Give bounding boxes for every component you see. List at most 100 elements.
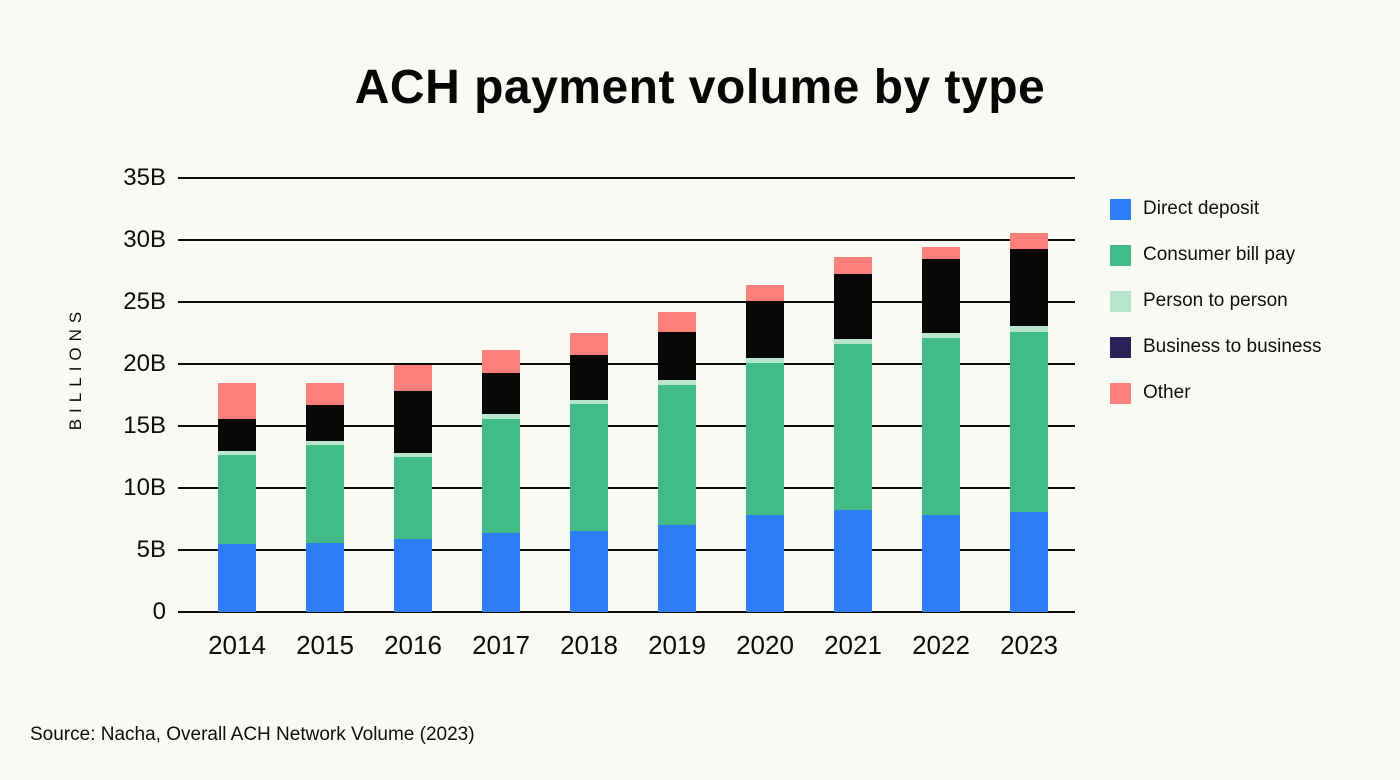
bar-segment-business-to-business	[1010, 248, 1048, 326]
source-text: Source: Nacha, Overall ACH Network Volum…	[30, 724, 475, 745]
x-tick-label-2014: 2014	[208, 630, 266, 660]
bar-segment-consumer-bill-pay	[394, 457, 432, 539]
bar-segment-person-to-person	[218, 450, 256, 455]
bar-segment-business-to-business	[746, 300, 784, 358]
bar-segment-business-to-business	[394, 391, 432, 454]
bar-segment-business-to-business	[658, 331, 696, 381]
bar-segment-other	[482, 350, 520, 373]
bar-2017	[482, 350, 520, 612]
legend-item-business-to-business: Business to business	[1110, 336, 1322, 358]
gridline-25B	[178, 301, 1075, 303]
legend: Direct deposit Consumer bill pay Person to…	[1110, 198, 1322, 428]
bar-segment-other	[218, 382, 256, 419]
bar-2014	[218, 382, 256, 612]
bar-segment-other	[394, 365, 432, 392]
bar-segment-person-to-person	[746, 357, 784, 363]
legend-swatch-icon	[1110, 198, 1131, 220]
bar-segment-person-to-person	[482, 413, 520, 419]
legend-label: Consumer bill pay	[1143, 244, 1296, 265]
x-tick-label-2017: 2017	[472, 630, 530, 660]
y-tick-label: 5B	[136, 536, 166, 563]
bar-segment-person-to-person	[306, 440, 344, 445]
bar-segment-other	[570, 333, 608, 356]
bar-segment-consumer-bill-pay	[658, 385, 696, 526]
legend-label: Business to business	[1143, 336, 1322, 357]
bar-segment-consumer-bill-pay	[306, 444, 344, 543]
bar-segment-direct-deposit	[746, 515, 784, 612]
y-tick-label: 25B	[123, 288, 166, 315]
bar-segment-business-to-business	[306, 404, 344, 441]
bar-segment-direct-deposit	[834, 510, 872, 612]
y-axis-title: BILLIONS	[66, 305, 85, 431]
x-tick-label-2018: 2018	[560, 630, 618, 660]
y-tick-label: 0	[152, 598, 166, 625]
bar-segment-direct-deposit	[306, 542, 344, 612]
bar-2015	[306, 382, 344, 612]
bar-segment-consumer-bill-pay	[922, 337, 960, 516]
bar-segment-consumer-bill-pay	[746, 362, 784, 516]
gridline-0	[178, 611, 1075, 613]
bar-segment-direct-deposit	[570, 531, 608, 612]
legend-swatch-icon	[1110, 336, 1131, 358]
gridline-5B	[178, 549, 1075, 551]
x-tick-label-2015: 2015	[296, 630, 354, 660]
legend-item-direct-deposit: Direct deposit	[1110, 198, 1322, 220]
bar-segment-person-to-person	[922, 333, 960, 338]
legend-item-consumer-bill-pay: Consumer bill pay	[1110, 244, 1322, 266]
bar-segment-person-to-person	[834, 339, 872, 345]
bar-segment-other	[658, 311, 696, 332]
legend-swatch-icon	[1110, 290, 1131, 312]
bar-2022	[922, 247, 960, 612]
plot-area	[178, 177, 1075, 613]
legend-label: Person to person	[1143, 290, 1288, 311]
bar-segment-business-to-business	[482, 372, 520, 414]
bar-segment-other	[922, 247, 960, 259]
bar-2018	[570, 333, 608, 612]
x-tick-label-2020: 2020	[736, 630, 794, 660]
bar-segment-other	[834, 257, 872, 274]
bar-2019	[658, 311, 696, 612]
bar-segment-consumer-bill-pay	[570, 403, 608, 532]
x-tick-label-2016: 2016	[384, 630, 442, 660]
bar-2023	[1010, 232, 1048, 612]
x-tick-label-2021: 2021	[824, 630, 882, 660]
legend-label: Other	[1143, 382, 1191, 403]
x-tick-label-2019: 2019	[648, 630, 706, 660]
bar-segment-consumer-bill-pay	[834, 344, 872, 511]
bar-segment-other	[746, 284, 784, 301]
x-tick-label-2023: 2023	[1000, 630, 1058, 660]
bar-segment-business-to-business	[570, 355, 608, 400]
bar-segment-person-to-person	[658, 380, 696, 386]
bar-segment-consumer-bill-pay	[218, 454, 256, 544]
y-tick-label: 30B	[123, 226, 166, 253]
y-tick-label: 35B	[123, 164, 166, 191]
bar-segment-person-to-person	[1010, 325, 1048, 332]
bar-segment-direct-deposit	[1010, 511, 1048, 612]
bar-2020	[746, 284, 784, 612]
y-tick-label: 20B	[123, 350, 166, 377]
legend-label: Direct deposit	[1143, 198, 1260, 219]
y-tick-label: 15B	[123, 412, 166, 439]
bar-2021	[834, 257, 872, 612]
bar-segment-direct-deposit	[218, 543, 256, 612]
bar-segment-other	[1010, 232, 1048, 249]
bar-segment-consumer-bill-pay	[1010, 331, 1048, 512]
bar-segment-business-to-business	[922, 258, 960, 334]
legend-item-person-to-person: Person to person	[1110, 290, 1322, 312]
bar-segment-direct-deposit	[658, 525, 696, 612]
bar-segment-business-to-business	[834, 273, 872, 340]
bar-segment-direct-deposit	[394, 538, 432, 612]
gridline-30B	[178, 239, 1075, 241]
bar-2016	[394, 365, 432, 612]
bar-segment-person-to-person	[394, 453, 432, 458]
legend-swatch-icon	[1110, 244, 1131, 266]
bar-segment-other	[306, 382, 344, 405]
bar-segment-direct-deposit	[482, 532, 520, 612]
gridline-15B	[178, 425, 1075, 427]
bar-segment-person-to-person	[570, 399, 608, 404]
gridline-20B	[178, 363, 1075, 365]
y-tick-label: 10B	[123, 474, 166, 501]
bar-segment-direct-deposit	[922, 515, 960, 612]
gridline-35B	[178, 177, 1075, 179]
